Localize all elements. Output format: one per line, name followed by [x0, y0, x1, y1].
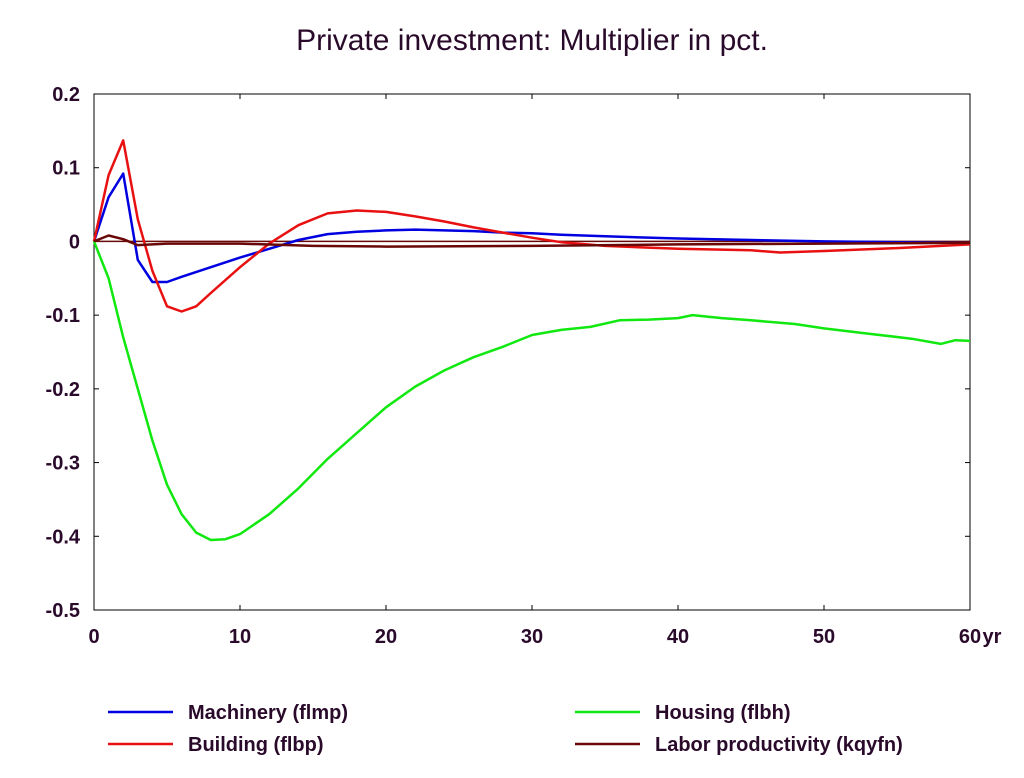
y-tick-label: 0.2 — [52, 84, 80, 106]
legend-label-1: Building (flbp) — [188, 734, 324, 756]
y-tick-label: 0.1 — [52, 158, 80, 180]
x-tick-label: 60 — [959, 626, 981, 648]
series-line-1 — [92, 139, 971, 313]
legend: Machinery (flmp) Building (flbp) Housing (… — [108, 702, 903, 756]
legend-label-3: Labor productivity (kqyfn) — [655, 734, 903, 756]
x-tick-label: 10 — [229, 626, 251, 648]
x-tick-label: 0 — [88, 626, 99, 648]
series-line-3 — [93, 234, 971, 248]
y-tick-label: -0.2 — [46, 379, 80, 401]
x-tick-label: 40 — [667, 626, 689, 648]
y-tick-label: -0.1 — [46, 305, 80, 327]
legend-label-2: Housing (flbh) — [655, 702, 791, 724]
y-tick-label: -0.3 — [46, 453, 80, 475]
x-tick-label: 50 — [813, 626, 835, 648]
series-lines — [92, 139, 971, 542]
y-tick-label: -0.5 — [46, 600, 80, 622]
y-tick-label: 0 — [69, 231, 80, 253]
x-tick-label: 30 — [521, 626, 543, 648]
legend-label-0: Machinery (flmp) — [188, 702, 348, 724]
chart-title: Private investment: Multiplier in pct. — [296, 24, 768, 57]
x-tick-label: 20 — [375, 626, 397, 648]
series-line-0 — [92, 172, 971, 284]
series-line-2 — [92, 240, 971, 542]
plot-frame: 0.2 0.1 0 -0.1 -0.2 -0.3 -0.4 -0.5 0 10 20 30 40 50 60… — [46, 84, 1002, 648]
x-unit-label: yr — [983, 626, 1002, 648]
plot-border — [93, 93, 971, 611]
y-tick-label: -0.4 — [46, 526, 81, 548]
